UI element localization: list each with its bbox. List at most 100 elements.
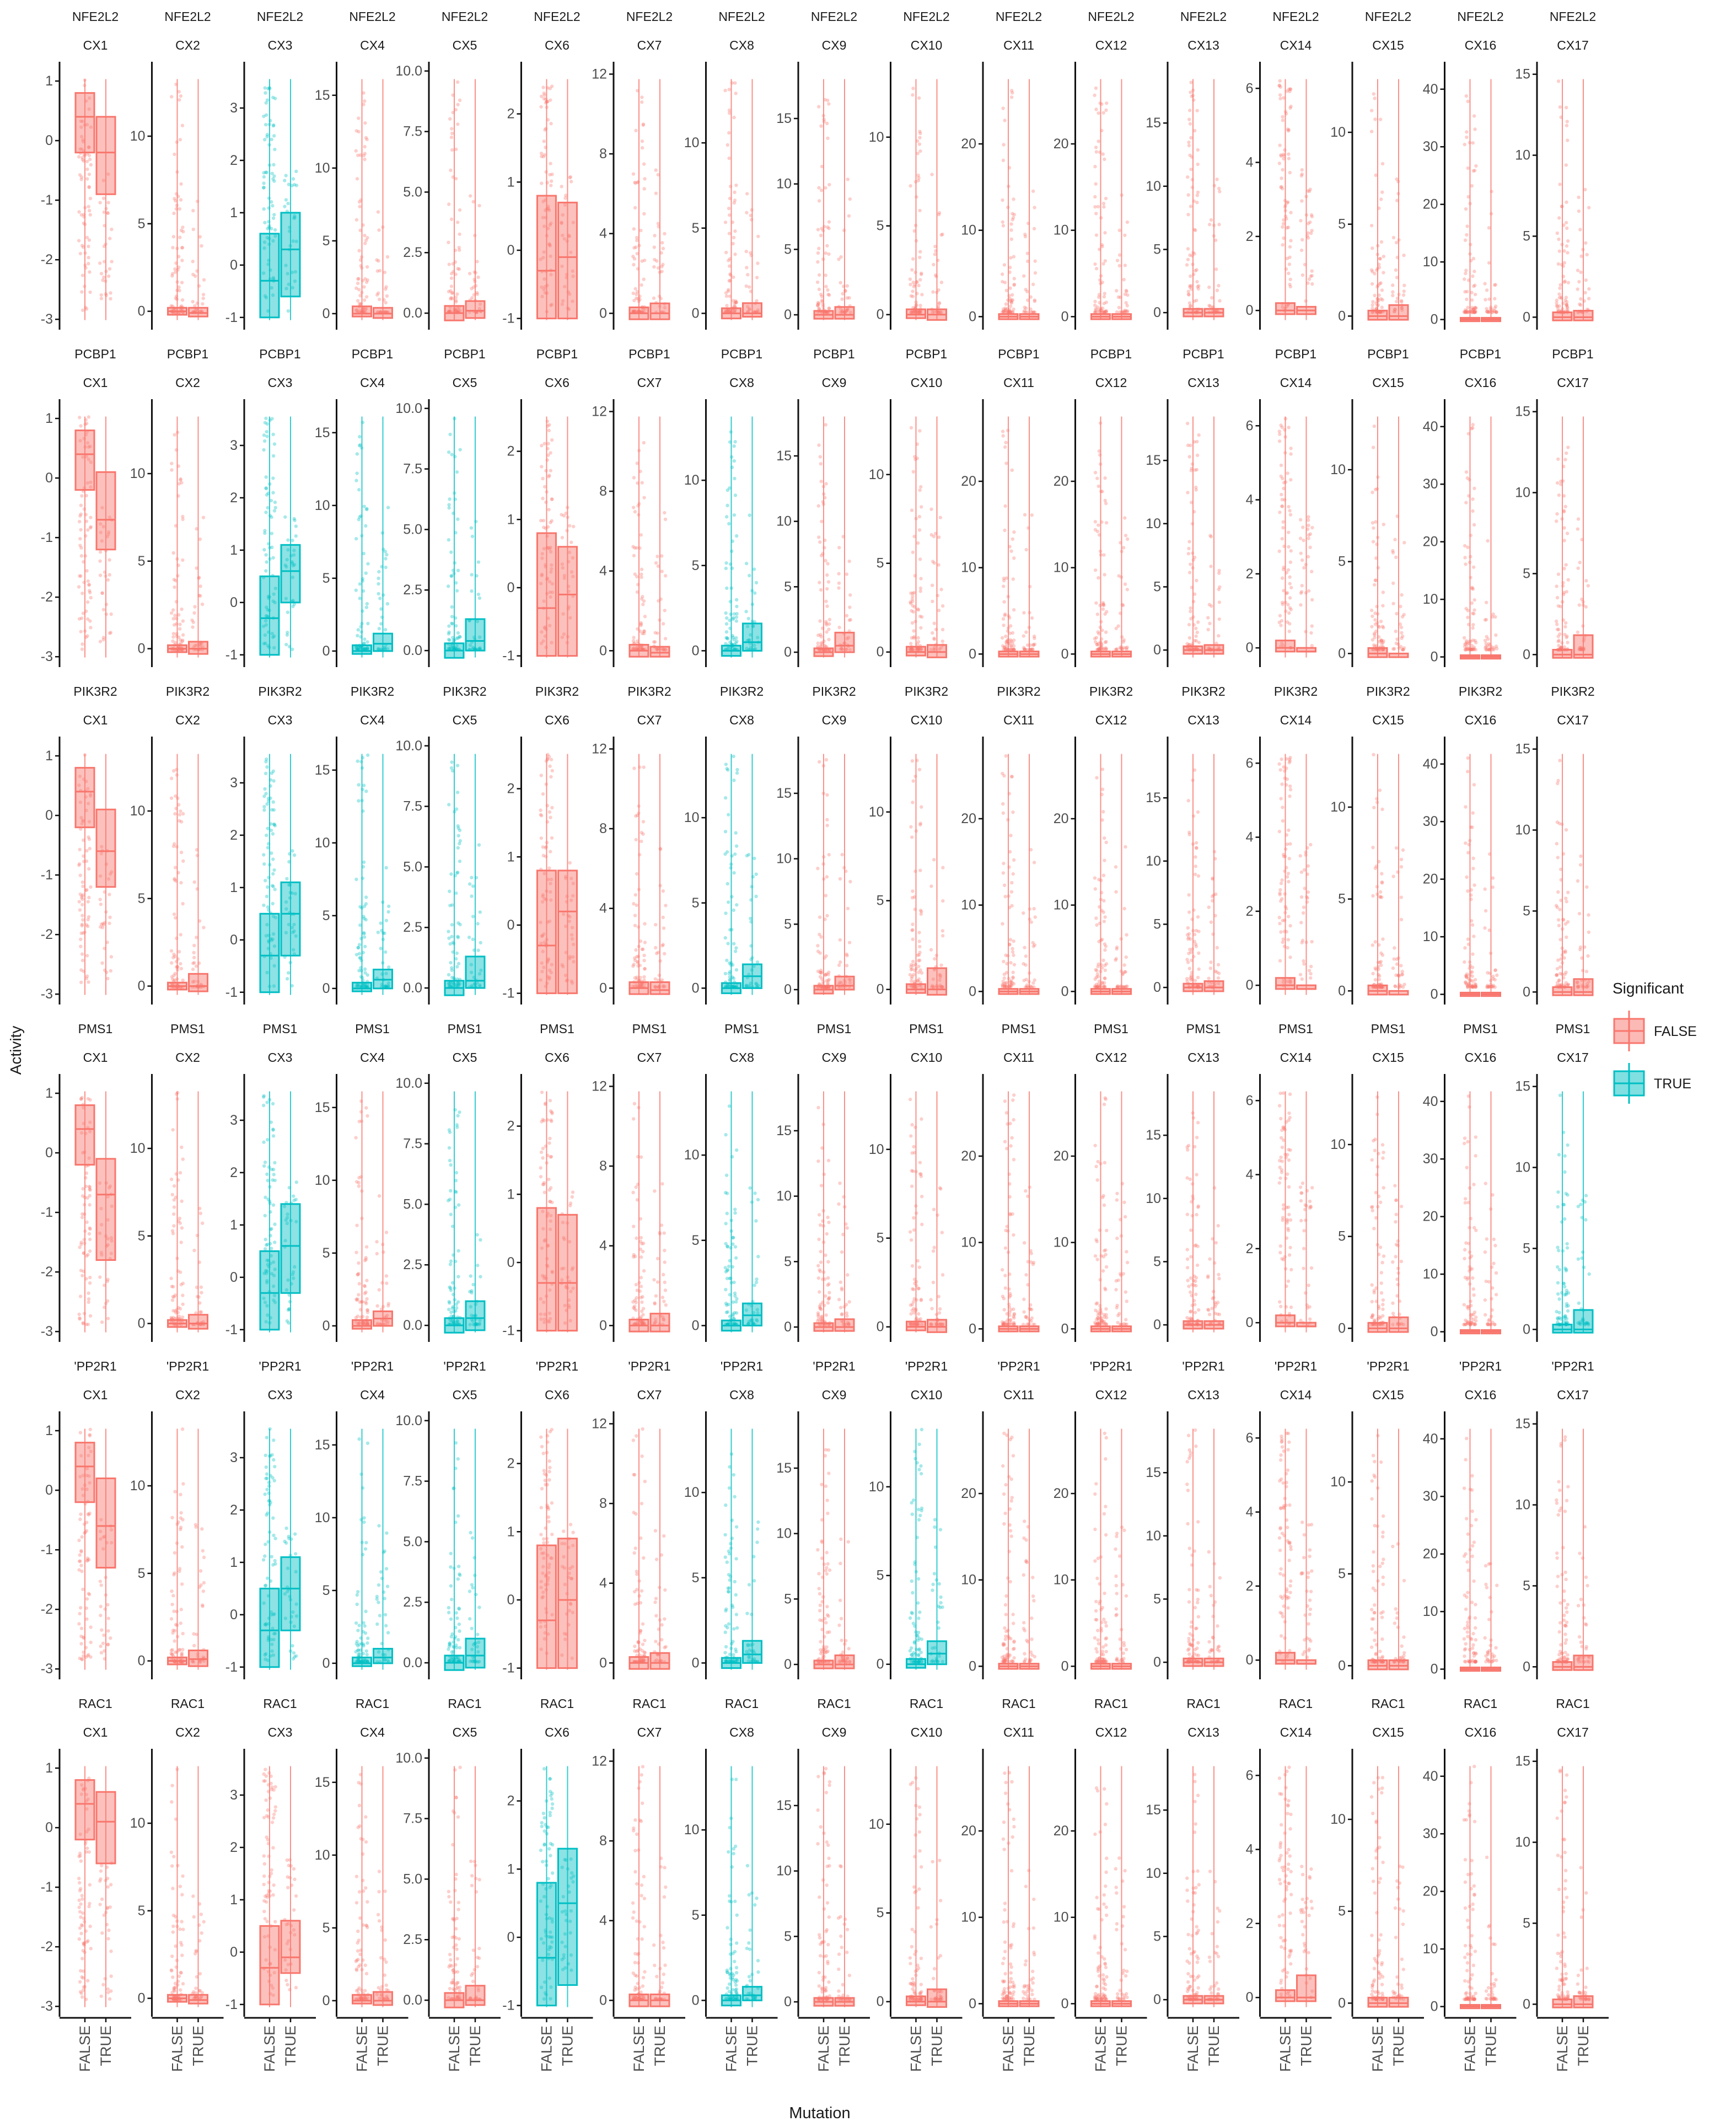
data-point bbox=[1186, 193, 1190, 197]
data-point bbox=[181, 633, 185, 637]
data-point bbox=[1585, 253, 1589, 257]
data-point bbox=[539, 836, 544, 840]
data-point bbox=[1189, 167, 1193, 171]
data-point bbox=[549, 850, 552, 853]
data-point bbox=[1189, 80, 1193, 84]
data-point bbox=[745, 192, 749, 196]
data-point bbox=[449, 217, 454, 221]
data-point bbox=[471, 937, 475, 942]
data-point bbox=[264, 170, 268, 174]
box-false bbox=[721, 79, 741, 320]
data-point bbox=[1094, 182, 1098, 186]
data-point bbox=[1464, 94, 1469, 98]
data-point bbox=[109, 291, 112, 295]
y-tick-label: 2.5 bbox=[403, 920, 422, 935]
data-point bbox=[1299, 603, 1303, 607]
y-tick-label: 3 bbox=[230, 438, 238, 453]
data-point bbox=[1191, 599, 1196, 604]
jitter-points bbox=[446, 417, 482, 652]
data-point bbox=[1288, 277, 1292, 282]
strip-gene-label: NFE2L2 bbox=[811, 9, 857, 24]
data-point bbox=[917, 142, 922, 146]
data-point bbox=[1577, 195, 1581, 200]
data-point bbox=[1012, 255, 1016, 259]
strip-gene-label: PCBP1 bbox=[1090, 347, 1132, 361]
data-point bbox=[939, 281, 944, 284]
data-point bbox=[1484, 298, 1487, 302]
data-point bbox=[363, 241, 367, 245]
data-point bbox=[356, 299, 360, 303]
data-point bbox=[1298, 518, 1303, 522]
data-point bbox=[291, 849, 294, 853]
box-true bbox=[742, 79, 762, 320]
data-point bbox=[1371, 445, 1375, 449]
data-point bbox=[178, 98, 181, 102]
data-point bbox=[104, 970, 109, 974]
data-point bbox=[725, 958, 729, 963]
data-point bbox=[1370, 282, 1374, 286]
y-tick-label: 10 bbox=[130, 466, 146, 481]
data-point bbox=[633, 309, 637, 313]
data-point bbox=[383, 310, 387, 314]
data-point bbox=[362, 932, 366, 936]
data-point bbox=[560, 264, 564, 268]
data-point bbox=[1101, 111, 1105, 115]
data-point bbox=[364, 895, 368, 899]
data-point bbox=[641, 820, 646, 824]
data-point bbox=[1310, 643, 1314, 648]
data-point bbox=[1378, 257, 1382, 261]
box-body bbox=[536, 195, 557, 320]
data-point bbox=[1097, 139, 1100, 143]
data-point bbox=[362, 935, 367, 939]
data-point bbox=[1400, 300, 1404, 304]
data-point bbox=[733, 440, 737, 444]
data-point bbox=[1301, 525, 1305, 529]
data-point bbox=[541, 200, 545, 203]
data-point bbox=[1278, 79, 1282, 83]
data-point bbox=[1189, 136, 1193, 140]
data-point bbox=[1002, 584, 1006, 588]
data-point bbox=[1302, 566, 1306, 570]
data-point bbox=[1394, 299, 1399, 304]
data-point bbox=[635, 238, 639, 243]
data-point bbox=[78, 416, 82, 420]
data-point bbox=[1209, 565, 1213, 568]
data-point bbox=[1125, 310, 1130, 314]
y-tick-label: 2 bbox=[507, 106, 515, 122]
data-point bbox=[181, 978, 185, 982]
y-tick-label: 10 bbox=[1330, 125, 1346, 140]
data-point bbox=[1093, 568, 1098, 572]
data-point bbox=[365, 265, 369, 269]
data-point bbox=[456, 962, 461, 965]
data-point bbox=[1189, 469, 1193, 472]
data-point bbox=[471, 200, 475, 204]
data-point bbox=[539, 151, 544, 155]
data-point bbox=[549, 775, 553, 779]
data-point bbox=[1576, 527, 1580, 531]
data-point bbox=[727, 232, 732, 235]
data-point bbox=[932, 636, 936, 640]
data-point bbox=[272, 163, 276, 166]
data-point bbox=[1307, 589, 1311, 593]
data-point bbox=[642, 277, 646, 281]
data-point bbox=[1308, 545, 1312, 550]
data-point bbox=[825, 121, 829, 126]
data-point bbox=[173, 267, 177, 271]
data-point bbox=[1287, 152, 1291, 156]
data-point bbox=[106, 976, 110, 981]
data-point bbox=[1214, 267, 1218, 271]
data-point bbox=[916, 636, 920, 640]
data-point bbox=[172, 211, 176, 216]
data-point bbox=[1288, 606, 1292, 610]
data-point bbox=[549, 815, 552, 819]
strip-cluster-label: CX2 bbox=[175, 38, 200, 52]
data-point bbox=[544, 469, 548, 473]
data-point bbox=[641, 947, 645, 952]
data-point bbox=[80, 897, 84, 901]
strip-gene-label: PIK3R2 bbox=[258, 684, 302, 699]
strip-cluster-label: CX3 bbox=[268, 38, 293, 52]
